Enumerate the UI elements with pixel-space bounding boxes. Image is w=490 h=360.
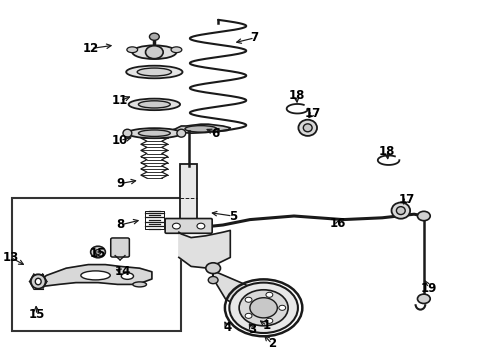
- Text: 13: 13: [2, 251, 19, 264]
- Circle shape: [266, 318, 273, 323]
- Text: 15: 15: [90, 247, 106, 260]
- Text: 18: 18: [379, 145, 395, 158]
- Circle shape: [245, 297, 252, 302]
- Ellipse shape: [138, 101, 171, 108]
- Circle shape: [146, 46, 163, 59]
- Text: 1: 1: [263, 319, 271, 332]
- Text: 8: 8: [116, 219, 124, 231]
- Ellipse shape: [127, 47, 138, 53]
- Ellipse shape: [81, 271, 110, 280]
- Bar: [180, 164, 197, 223]
- Circle shape: [239, 290, 288, 326]
- Ellipse shape: [31, 274, 46, 289]
- Polygon shape: [37, 265, 152, 286]
- Circle shape: [279, 305, 286, 310]
- Ellipse shape: [396, 207, 405, 215]
- Text: 19: 19: [420, 282, 437, 294]
- Ellipse shape: [132, 45, 176, 59]
- Text: 10: 10: [112, 134, 128, 147]
- Ellipse shape: [171, 47, 182, 53]
- Polygon shape: [179, 230, 230, 268]
- Text: 3: 3: [248, 323, 256, 336]
- Circle shape: [229, 283, 298, 333]
- Text: 6: 6: [212, 127, 220, 140]
- Circle shape: [197, 223, 205, 229]
- Text: 12: 12: [82, 42, 99, 55]
- Ellipse shape: [392, 202, 410, 219]
- Ellipse shape: [177, 129, 186, 137]
- Text: 4: 4: [224, 321, 232, 334]
- Ellipse shape: [137, 68, 172, 76]
- Circle shape: [208, 276, 218, 284]
- Text: 2: 2: [268, 337, 276, 350]
- Ellipse shape: [133, 282, 147, 287]
- Polygon shape: [216, 272, 272, 317]
- FancyBboxPatch shape: [165, 219, 212, 233]
- Circle shape: [149, 33, 159, 40]
- Ellipse shape: [127, 128, 181, 138]
- Polygon shape: [174, 124, 230, 133]
- Text: 17: 17: [304, 107, 321, 120]
- Text: 5: 5: [229, 210, 237, 222]
- FancyBboxPatch shape: [111, 238, 129, 257]
- Text: 7: 7: [251, 31, 259, 44]
- Ellipse shape: [303, 124, 312, 132]
- Text: 15: 15: [28, 309, 45, 321]
- Ellipse shape: [298, 120, 317, 136]
- Text: 18: 18: [288, 89, 305, 102]
- Ellipse shape: [95, 250, 101, 254]
- Ellipse shape: [91, 246, 105, 258]
- Text: 14: 14: [114, 265, 131, 278]
- Circle shape: [417, 211, 430, 221]
- Circle shape: [172, 223, 180, 229]
- Ellipse shape: [128, 99, 180, 110]
- Ellipse shape: [123, 129, 132, 137]
- Ellipse shape: [138, 130, 171, 136]
- Circle shape: [266, 292, 273, 297]
- Text: 11: 11: [112, 94, 128, 107]
- Circle shape: [417, 294, 430, 303]
- Ellipse shape: [126, 66, 182, 78]
- Circle shape: [250, 298, 277, 318]
- Text: 17: 17: [398, 193, 415, 206]
- Ellipse shape: [35, 278, 41, 285]
- Text: 16: 16: [330, 217, 346, 230]
- Ellipse shape: [185, 126, 217, 132]
- Circle shape: [206, 263, 220, 274]
- Ellipse shape: [122, 273, 133, 279]
- Circle shape: [245, 313, 252, 318]
- Bar: [12, 198, 181, 331]
- Text: 9: 9: [116, 177, 124, 190]
